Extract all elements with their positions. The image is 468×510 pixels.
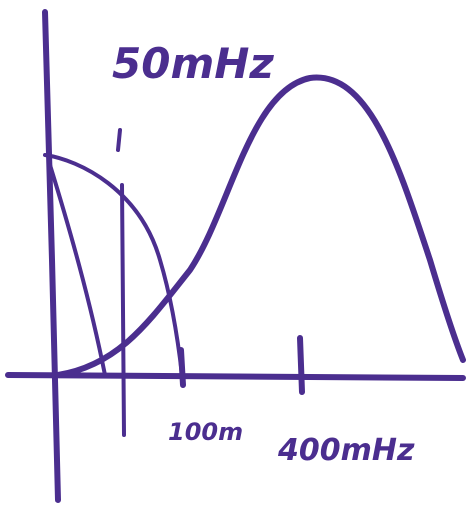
narrow-curve (45, 155, 182, 375)
narrow-curve-inner (50, 165, 105, 375)
sketch: 50mHz 100m 400mHz (0, 0, 468, 510)
marker-line (118, 130, 124, 435)
tick (181, 350, 183, 385)
horizontal-axis (8, 375, 463, 378)
tick (300, 338, 302, 392)
vertical-axis (45, 12, 58, 500)
label: 400mHz (277, 433, 415, 468)
wide-curve (58, 78, 463, 375)
label: 50mHz (112, 39, 274, 88)
label: 100m (168, 418, 243, 446)
page: {"labels": ["50mHz", "100m", "400mHz"]} … (0, 0, 468, 510)
